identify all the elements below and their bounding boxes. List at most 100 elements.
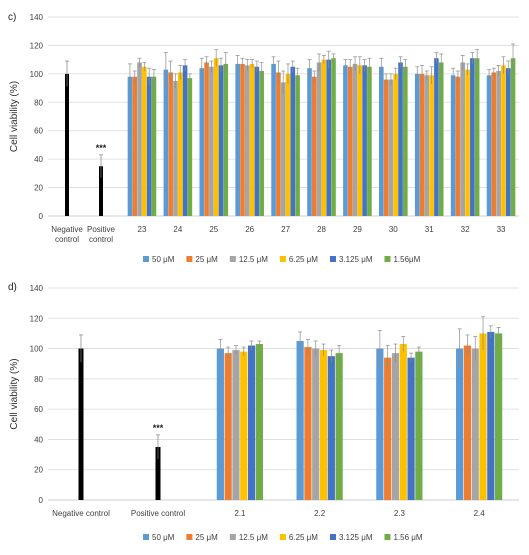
bar-error-bar — [457, 328, 462, 369]
bar — [474, 58, 480, 216]
bar-error-bar — [298, 331, 303, 351]
bar-group — [235, 63, 264, 217]
bar — [255, 344, 263, 500]
bar — [168, 72, 173, 216]
bar-error-bar — [241, 346, 246, 357]
bar-error-bar — [343, 59, 348, 72]
bar-error-bar — [235, 55, 240, 73]
y-tick-label: 20 — [34, 466, 43, 475]
bar — [316, 62, 322, 216]
bar — [456, 348, 464, 500]
bar — [379, 66, 384, 216]
control-label: Negative control — [52, 509, 110, 518]
bar-error-bar — [487, 69, 492, 81]
bar — [304, 347, 312, 500]
legend-swatch — [229, 256, 236, 262]
bar-error-bar — [424, 70, 429, 80]
bar — [307, 68, 312, 217]
bar — [510, 58, 516, 216]
bar — [187, 78, 193, 216]
bar — [352, 63, 358, 217]
bar-error-bar — [401, 336, 406, 352]
legend: 50 μM 25 μM 12.5 μM 6.25 μM 3.125 μM 1.56 μM — [143, 533, 423, 542]
bar-error-bar — [223, 52, 228, 76]
bar-error-bar — [233, 345, 238, 355]
bar — [216, 348, 224, 500]
bar — [398, 62, 403, 216]
bar — [343, 65, 348, 216]
bar-error-bar — [416, 346, 421, 357]
x-tick-label: 25 — [209, 225, 218, 234]
bar-error-bar — [132, 70, 137, 83]
legend-item: 12.5 μM — [229, 533, 268, 542]
bar — [486, 75, 492, 217]
bar-group — [450, 58, 480, 217]
control-label-line: control — [55, 235, 79, 244]
bar — [399, 344, 407, 500]
legend-label: 50 μM — [152, 533, 175, 542]
bar — [429, 75, 434, 217]
bar-error-bar — [249, 340, 254, 351]
bar-error-bar — [285, 63, 290, 84]
legend-swatch — [329, 256, 336, 262]
bar-error-bar — [348, 59, 353, 74]
legend-item: 25 μM — [186, 533, 218, 542]
legend-swatch — [279, 534, 286, 540]
bar-error-bar — [481, 316, 486, 351]
bar — [327, 356, 335, 500]
bar — [132, 76, 138, 216]
y-tick-label: 140 — [30, 13, 44, 22]
bar — [151, 76, 157, 216]
bar — [280, 82, 286, 216]
bar — [276, 72, 281, 216]
y-tick-label: 80 — [34, 375, 43, 384]
legend-label: 25 μM — [195, 533, 218, 542]
bar-error-bar — [142, 62, 147, 72]
bar — [463, 345, 472, 500]
bar — [177, 72, 183, 216]
x-tick-label: 2.2 — [314, 509, 326, 518]
legend: 50 μM 25 μM 12.5 μM 6.25 μM 3.125 μM 1.56μM — [143, 255, 421, 264]
x-tick-label: 23 — [138, 225, 147, 234]
bar — [182, 65, 188, 216]
bar — [213, 58, 219, 216]
legend-swatch — [329, 534, 336, 540]
bar-error-bar — [393, 343, 398, 363]
bar-error-bar — [403, 59, 408, 74]
legend-item: 3.125 μM — [329, 533, 373, 542]
bar-error-bar — [475, 49, 480, 67]
bar-error-bar — [245, 59, 250, 72]
y-tick-label: 120 — [30, 41, 44, 50]
bar — [393, 73, 399, 216]
legend-item: 6.25 μM — [279, 533, 318, 542]
bar-error-bar — [183, 59, 188, 72]
bar-group — [343, 63, 372, 217]
bar — [296, 341, 304, 500]
bar-error-bar — [326, 50, 331, 69]
bar-error-bar — [259, 62, 264, 80]
bar — [240, 63, 245, 217]
legend-swatch — [384, 256, 391, 262]
y-tick-label: 140 — [30, 284, 44, 293]
bar — [209, 66, 214, 216]
bar-error-bar — [377, 330, 382, 367]
bar-error-bar — [331, 53, 336, 63]
bar-group — [296, 341, 343, 500]
bar-error-bar — [329, 349, 334, 363]
bar — [285, 73, 291, 216]
bar — [199, 68, 205, 217]
bar — [240, 351, 248, 500]
bar-error-bar — [127, 63, 132, 90]
bar — [331, 58, 336, 216]
bar — [319, 350, 328, 500]
control-error-bar — [65, 60, 69, 87]
legend-label: 50 μM — [152, 255, 175, 264]
bar-error-bar — [473, 336, 478, 361]
bar-error-bar — [415, 66, 420, 81]
control-label: Positive control — [87, 225, 116, 244]
bar-group — [127, 62, 157, 216]
bar — [495, 333, 503, 500]
bar-error-bar — [321, 55, 326, 64]
bar-error-bar — [511, 43, 516, 73]
x-tick-label: 29 — [353, 225, 362, 234]
